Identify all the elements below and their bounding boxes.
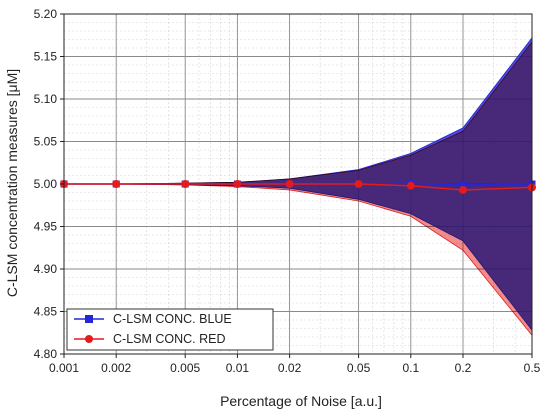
x-tick-label: 0.2 [455, 361, 472, 375]
y-tick-label: 5.15 [34, 50, 58, 64]
data-point-blue [459, 181, 467, 189]
y-tick-label: 4.90 [34, 262, 58, 276]
x-tick-label: 0.005 [170, 361, 200, 375]
y-tick-label: 4.85 [34, 305, 58, 319]
data-point-red [285, 180, 294, 188]
legend-label-blue: C-LSM CONC. BLUE [113, 312, 232, 326]
legend-marker-blue [85, 315, 93, 323]
x-tick-label: 0.001 [49, 361, 79, 375]
data-point-red [406, 181, 415, 190]
y-tick-label: 5.10 [34, 92, 58, 106]
x-tick-label: 0.02 [278, 361, 302, 375]
data-point-red [181, 180, 190, 188]
y-tick-label: 5.05 [34, 135, 58, 149]
x-tick-label: 0.1 [402, 361, 419, 375]
x-tick-label: 0.002 [101, 361, 131, 375]
y-tick-label: 4.95 [34, 220, 58, 234]
y-tick-label: 5.20 [34, 7, 58, 21]
legend: C-LSM CONC. BLUE C-LSM CONC. RED [66, 308, 274, 351]
legend-box [66, 308, 274, 351]
data-point-red [112, 180, 121, 188]
tick-layer: 4.80 4.85 4.90 4.95 5.00 5.05 5.10 5.15 5.20 0.00… [34, 7, 541, 375]
legend-label-red: C-LSM CONC. RED [113, 332, 226, 346]
data-point-red [458, 185, 467, 194]
y-axis-label: C-LSM concentration measures [μM] [4, 69, 20, 297]
data-point-red [233, 180, 242, 188]
data-point-red [354, 180, 363, 188]
x-tick-label: 0.05 [347, 361, 371, 375]
x-tick-label: 0.5 [524, 361, 541, 375]
y-tick-label: 4.80 [34, 347, 58, 361]
legend-marker-red [85, 335, 93, 343]
x-tick-label: 0.01 [226, 361, 250, 375]
y-tick-label: 5.00 [34, 177, 58, 191]
x-axis-label: Percentage of Noise [a.u.] [220, 393, 382, 409]
